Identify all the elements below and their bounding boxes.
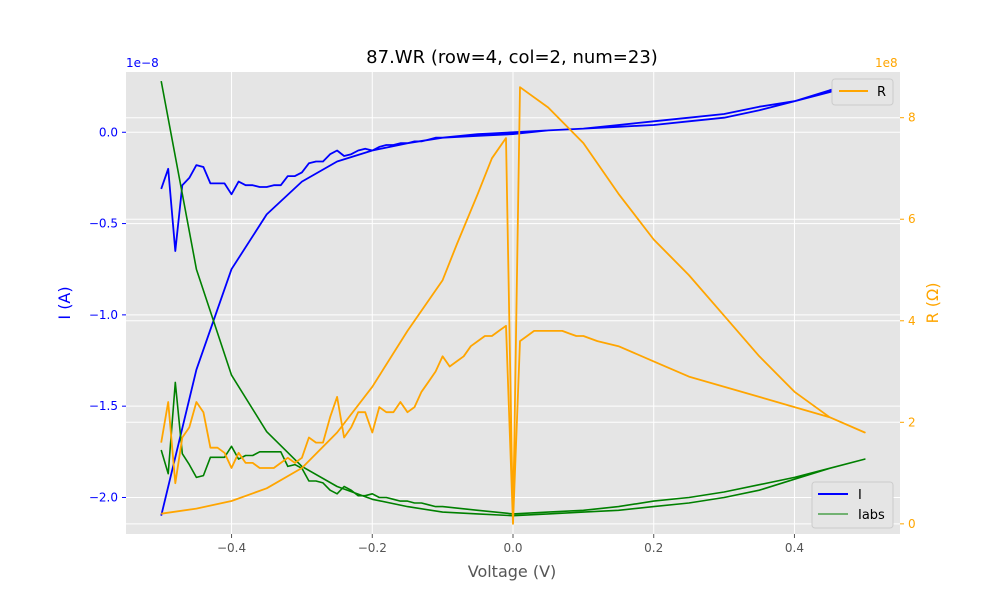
x-tick-label: 0.0	[503, 541, 522, 555]
series-layer	[160, 80, 866, 525]
y-left-tick-label: −0.5	[89, 217, 118, 231]
y-right-tick-label: 4	[908, 314, 916, 328]
y-right-tick-label: 8	[908, 111, 916, 125]
y-left-offset-label: 1e−8	[126, 56, 159, 70]
y-left-tick-label: −1.0	[89, 308, 118, 322]
series-line-i	[160, 80, 866, 516]
legend-iabs-label: Iabs	[858, 508, 885, 523]
series-line-iabs	[160, 80, 866, 517]
y-axis-left-label: I (A)	[55, 286, 74, 319]
legend-right: R	[831, 78, 894, 106]
legend-left: I Iabs	[811, 481, 894, 529]
y-left-tick-label: −1.5	[89, 399, 118, 413]
legend-i-label: I	[858, 488, 862, 503]
y-right-offset-label: 1e8	[875, 56, 898, 70]
chart-title: 87.WR (row=4, col=2, num=23)	[366, 47, 658, 68]
y-right-tick-label: 6	[908, 212, 916, 226]
legend-r-label: R	[877, 85, 886, 100]
y-right-tick-label: 0	[908, 517, 916, 531]
x-tick-label: 0.4	[785, 541, 804, 555]
axes-layer: −0.4 −0.2 0.0 0.2 0.4 0.0 −0.5 −1.0 −1.5 −2.0 0 2 4 6…	[89, 111, 916, 555]
x-axis-label: Voltage (V)	[468, 562, 557, 581]
series-line-r	[160, 86, 866, 525]
y-right-tick-label: 2	[908, 415, 916, 429]
y-axis-right-label: R (Ω)	[923, 283, 942, 324]
y-left-tick-label: 0.0	[99, 125, 118, 139]
y-left-tick-label: −2.0	[89, 490, 118, 504]
x-tick-label: 0.2	[644, 541, 663, 555]
x-tick-label: −0.4	[217, 541, 246, 555]
x-tick-label: −0.2	[358, 541, 387, 555]
